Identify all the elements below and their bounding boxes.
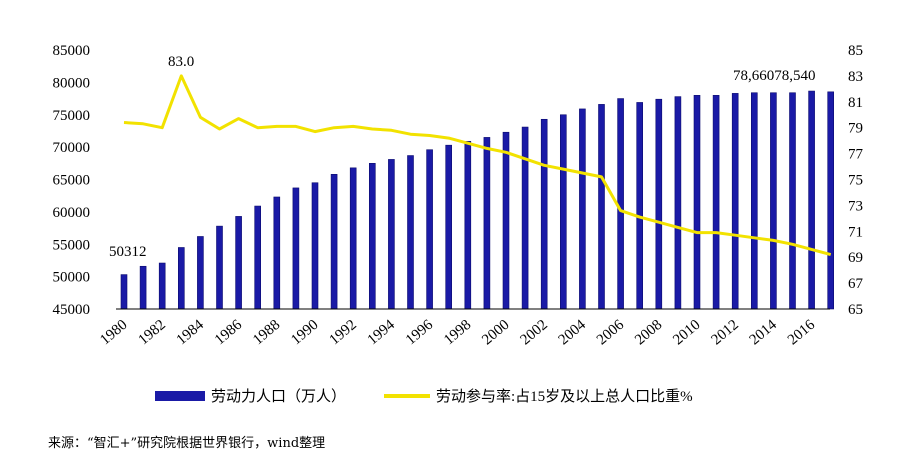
x-tick-label: 1994 (365, 316, 399, 348)
bar-2011 (712, 95, 720, 310)
x-tick-label: 2014 (747, 316, 781, 348)
left-tick-label: 50000 (53, 270, 91, 286)
x-axis-ticks: 1980 1982 1984 1986 1988 1990 1992 1994 1996 1998… (97, 316, 818, 348)
legend-line-label: 劳动参与率:占15岁及以上总人口比重% (436, 389, 693, 405)
right-tick-label: 77 (848, 147, 864, 163)
bar-1988 (273, 196, 281, 310)
legend-item-line: 劳动参与率:占15岁及以上总人口比重% (384, 385, 693, 406)
annotation-last-bars: 78,66078,540 (733, 68, 816, 84)
x-tick-label: 2016 (785, 316, 819, 348)
bar-1990 (311, 182, 319, 310)
chart-canvas: 85000 80000 75000 70000 65000 60000 55000 50000… (53, 43, 864, 348)
left-tick-label: 45000 (53, 302, 91, 318)
bar-1997 (445, 144, 453, 310)
x-tick-label: 1998 (441, 317, 474, 349)
bar-2009 (674, 96, 682, 310)
right-tick-label: 73 (848, 198, 863, 214)
x-tick-label: 2008 (632, 317, 665, 349)
x-tick-label: 1992 (327, 317, 360, 349)
bar-2006 (617, 98, 624, 310)
x-tick-label: 1990 (288, 317, 321, 349)
bar-1987 (254, 205, 261, 310)
bar-1993 (368, 163, 376, 310)
x-tick-label: 1980 (97, 317, 130, 349)
bar-2015 (789, 92, 796, 310)
x-tick-label: 2010 (670, 317, 703, 349)
bar-2013 (750, 92, 758, 310)
bar-2007 (636, 102, 644, 310)
bar-1995 (407, 155, 414, 310)
left-tick-label: 85000 (53, 43, 91, 59)
annotation-peak: 83.0 (168, 54, 194, 70)
annotation-first-bar: 50312 (109, 244, 147, 260)
bar-1992 (349, 167, 357, 310)
bar-2003 (559, 114, 567, 310)
bar-1985 (216, 225, 223, 310)
left-tick-label: 55000 (53, 237, 91, 253)
bar-1984 (197, 236, 204, 310)
legend: 劳动力人口（万人） 劳动参与率:占15岁及以上总人口比重% (155, 385, 731, 406)
x-tick-label: 1986 (212, 316, 246, 348)
x-tick-label: 2000 (479, 317, 512, 349)
bar-2005 (598, 104, 605, 310)
x-tick-label: 1996 (403, 316, 437, 348)
legend-bar-swatch (155, 390, 205, 401)
x-tick-label: 2006 (594, 316, 628, 348)
left-tick-label: 65000 (53, 173, 91, 189)
bar-2004 (579, 108, 586, 310)
bar-1982 (158, 262, 166, 310)
bar-1994 (388, 159, 395, 310)
bar-1996 (426, 149, 433, 310)
left-tick-label: 60000 (53, 205, 91, 221)
legend-line-swatch (384, 393, 431, 398)
left-tick-label: 70000 (53, 140, 91, 156)
left-axis-ticks: 85000 80000 75000 70000 65000 60000 55000 50000… (53, 43, 91, 318)
right-tick-label: 75 (848, 173, 863, 189)
right-tick-label: 67 (848, 276, 864, 292)
x-tick-label: 2004 (556, 316, 590, 348)
x-tick-label: 1982 (136, 317, 169, 349)
bar-1999 (483, 137, 491, 310)
bar-1998 (464, 140, 472, 310)
bar-2014 (770, 92, 777, 310)
bar-series (120, 90, 835, 310)
bar-2000 (502, 131, 510, 310)
left-tick-label: 80000 (53, 75, 91, 91)
left-tick-label: 75000 (53, 108, 91, 124)
right-tick-label: 71 (848, 224, 863, 240)
bar-2008 (655, 98, 663, 310)
bar-1989 (292, 187, 300, 310)
legend-item-bar: 劳动力人口（万人） (155, 385, 346, 406)
bar-1991 (330, 174, 338, 310)
x-tick-label: 2012 (709, 317, 742, 349)
x-tick-label: 1984 (174, 316, 208, 348)
bar-2017 (827, 91, 835, 310)
participation-rate-line (123, 74, 832, 257)
right-axis-ticks: 85 83 81 79 77 75 73 71 69 67 65 (848, 43, 864, 318)
legend-bar-label: 劳动力人口（万人） (211, 389, 347, 405)
bar-2016 (808, 90, 815, 310)
line-series (123, 74, 832, 257)
right-tick-label: 85 (848, 43, 863, 59)
bar-2010 (693, 95, 701, 310)
right-tick-label: 69 (848, 250, 863, 266)
bar-2012 (731, 93, 739, 310)
right-tick-label: 83 (848, 69, 863, 85)
x-tick-label: 1988 (250, 317, 283, 349)
right-tick-label: 65 (848, 302, 863, 318)
x-tick-label: 2002 (518, 317, 551, 349)
right-tick-label: 79 (848, 121, 863, 137)
bar-2002 (540, 118, 548, 310)
bar-1986 (235, 216, 242, 310)
bar-1983 (178, 247, 185, 310)
bar-2001 (521, 126, 529, 310)
right-tick-label: 81 (848, 95, 863, 111)
bar-1981 (139, 265, 147, 310)
source-note: 来源：“智汇+”研究院根据世界银行，wind整理 (48, 436, 326, 451)
bar-1980 (120, 274, 128, 310)
